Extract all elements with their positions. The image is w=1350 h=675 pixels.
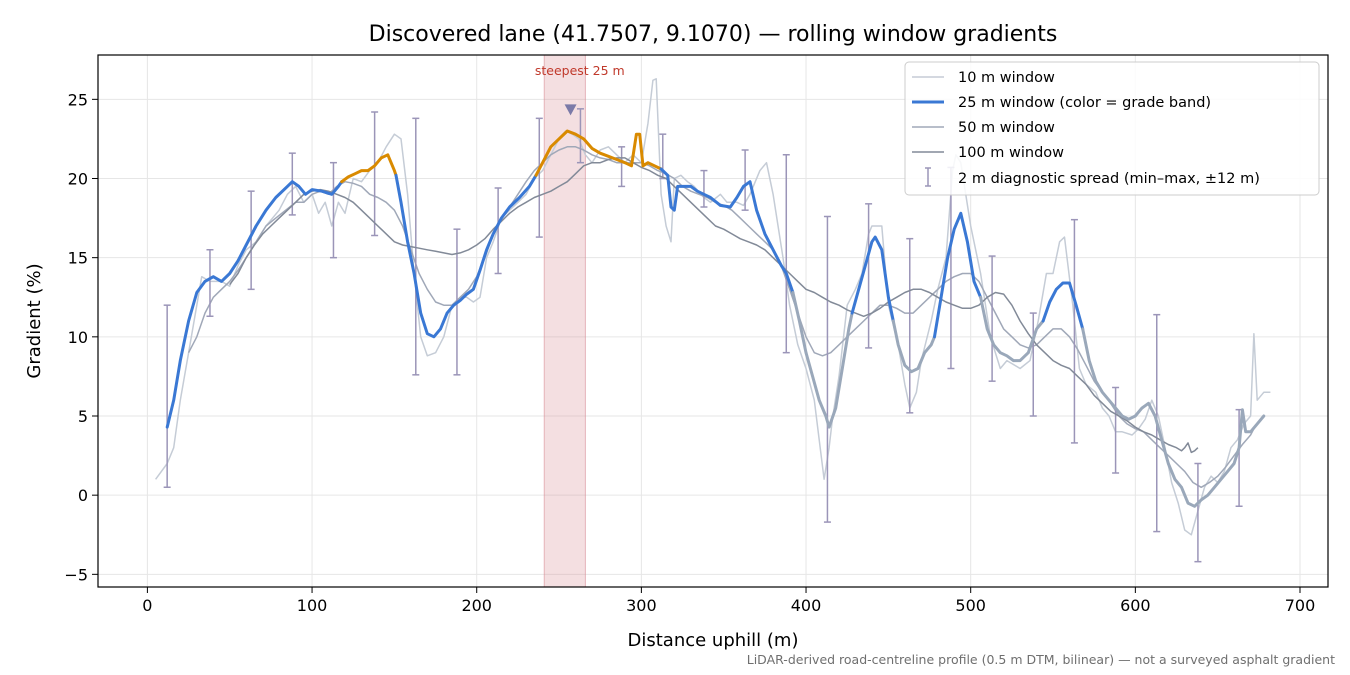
x-tick-label: 200: [461, 596, 492, 615]
y-tick-label: 0: [78, 486, 88, 505]
legend-label-errorbar: 2 m diagnostic spread (min–max, ±12 m): [958, 171, 1260, 187]
legend-label-50m: 50 m window: [958, 120, 1055, 136]
x-tick-label: 100: [297, 596, 328, 615]
y-axis-label: Gradient (%): [24, 263, 45, 378]
x-axis-label: Distance uphill (m): [628, 630, 799, 651]
series-25m-segment-orange: [534, 129, 663, 177]
legend-label-10m: 10 m window: [958, 70, 1055, 86]
y-tick-label: 25: [68, 90, 88, 109]
x-axis-ticks: 0 100 200 300 400 500 600 700: [142, 587, 1315, 615]
footnote: LiDAR-derived road-centreline profile (0…: [747, 652, 1335, 667]
series-25m-segment-blue: [165, 180, 344, 429]
series-25m-segment-blue: [394, 173, 538, 339]
steepest-label: steepest 25 m: [535, 63, 625, 78]
series-25m-segment-blue: [659, 167, 795, 294]
series-25m-segment-blue: [933, 211, 983, 339]
errorbar-group: [163, 108, 1243, 563]
series-25m-segment-grey: [1081, 327, 1266, 508]
series-25m-segment-orange: [340, 153, 398, 184]
series-25m-segment-grey: [891, 319, 936, 374]
x-tick-label: 600: [1120, 596, 1151, 615]
x-tick-label: 0: [142, 596, 152, 615]
steepest-marker: [564, 104, 577, 116]
y-axis-ticks: −5 0 5 10 15 20 25: [64, 90, 98, 584]
y-tick-label: 15: [68, 249, 88, 268]
series-25m-segment-blue: [850, 235, 895, 323]
series-25m-segment-blue: [1041, 281, 1085, 331]
x-tick-label: 700: [1285, 596, 1316, 615]
plot-frame: [97, 54, 1329, 588]
y-tick-label: −5: [64, 565, 88, 584]
x-tick-label: 400: [791, 596, 822, 615]
series-25m-segment-grey: [979, 295, 1045, 363]
y-tick-label: 20: [68, 170, 88, 189]
series-25m-segment-grey: [791, 291, 854, 429]
legend-label-25m: 25 m window (color = grade band): [958, 95, 1211, 111]
legend-box: [904, 61, 1320, 196]
series-100m-line: [229, 157, 1199, 454]
plot-area: [154, 78, 1271, 563]
x-tick-label: 300: [626, 596, 657, 615]
chart-title: Discovered lane (41.7507, 9.1070) — roll…: [369, 22, 1058, 47]
y-tick-label: 10: [68, 328, 88, 347]
x-tick-label: 500: [955, 596, 986, 615]
legend: 10 m window 25 m window (color = grade b…: [904, 61, 1320, 196]
legend-swatch-errorbar: [925, 167, 931, 187]
legend-label-100m: 100 m window: [958, 145, 1064, 161]
y-tick-label: 5: [78, 407, 88, 426]
